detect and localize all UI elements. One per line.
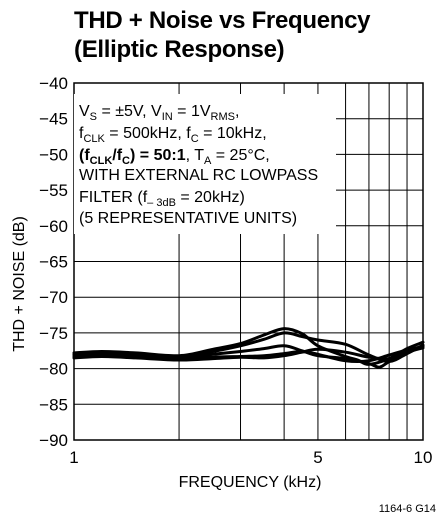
conditions-line-4: WITH EXTERNAL RC LOWPASS — [79, 167, 318, 184]
conditions-line-3: (fCLK/fC) = 50:1, TA = 25°C, — [79, 147, 270, 167]
y-tick-label: −60 — [39, 217, 68, 236]
conditions-line-1: VS = ±5V, VIN = 1VRMS, — [79, 103, 239, 123]
conditions-line-2: fCLK = 500kHz, fC = 10kHz, — [79, 125, 267, 145]
x-axis-tick-labels: 1 5 10 — [69, 448, 432, 467]
y-tick-label: −55 — [39, 181, 68, 200]
chart-title-line-2: (Elliptic Response) — [74, 36, 285, 63]
conditions-box-background — [74, 94, 336, 234]
y-axis-label: THD + NOISE (dB) — [11, 216, 28, 352]
conditions-line-6: (5 REPRESENTATIVE UNITS) — [79, 210, 297, 227]
chart-title-line-1: THD + Noise vs Frequency — [74, 7, 371, 34]
x-axis-label: FREQUENCY (kHz) — [179, 474, 322, 491]
y-axis-tick-labels: −40 −45 −50 −55 −60 −65 −70 −75 −80 −85 −90 — [39, 74, 68, 450]
y-tick-label: −65 — [39, 253, 68, 272]
conditions-line-5: FILTER (f– 3dB = 20kHz) — [79, 189, 245, 209]
figure-code: 1164-6 G14 — [379, 503, 436, 515]
y-tick-label: −40 — [39, 74, 68, 93]
y-tick-label: −80 — [39, 360, 68, 379]
x-tick-label: 1 — [69, 448, 78, 467]
plot-border — [73, 82, 424, 441]
x-tick-label: 10 — [414, 448, 433, 467]
y-tick-label: −85 — [39, 395, 68, 414]
series-line-5 — [72, 346, 425, 362]
x-tick-label: 5 — [313, 448, 322, 467]
conditions-note: VS = ±5V, VIN = 1VRMS, fCLK = 500kHz, fC… — [79, 103, 318, 227]
chart-title: THD + Noise vs Frequency (Elliptic Respo… — [74, 6, 371, 64]
y-tick-label: −75 — [39, 324, 68, 343]
plot-frame — [73, 82, 424, 441]
y-tick-label: −45 — [39, 110, 68, 129]
y-tick-label: −50 — [39, 145, 68, 164]
y-tick-label: −90 — [39, 431, 68, 450]
y-tick-label: −70 — [39, 288, 68, 307]
data-series — [72, 327, 425, 369]
